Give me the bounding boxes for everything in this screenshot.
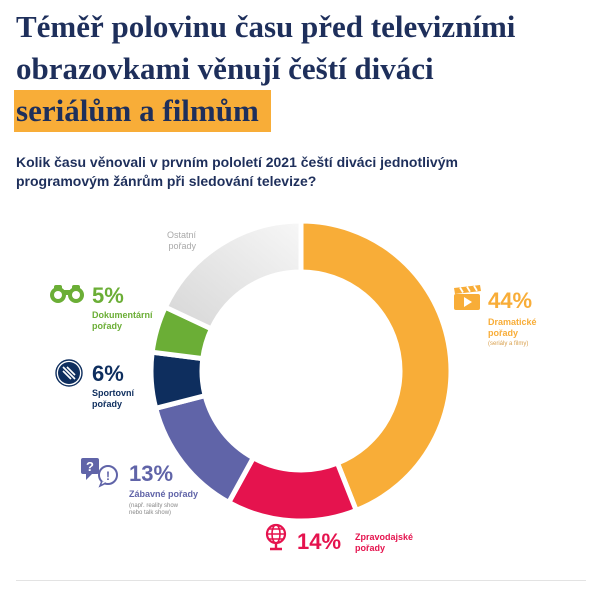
label-ent-note-2: nebo talk show) [129, 510, 172, 516]
label-news-pct: 14% [297, 529, 342, 554]
label-ent: 13% Zábavné pořady (např. reality show n… [129, 462, 198, 517]
bottom-divider [16, 580, 586, 581]
label-ent-name-1: Zábavné pořady [129, 489, 199, 499]
label-news-name: Zpravodajské pořady [355, 532, 413, 554]
label-other: Ostatní pořady [162, 230, 196, 252]
label-other-name-2: pořady [168, 241, 196, 251]
donut-slice-sport [148, 349, 209, 412]
svg-text:!: ! [106, 469, 110, 483]
title-line-2: obrazovkami věnují čeští diváci [16, 51, 434, 86]
label-drama-pct: 44% [488, 288, 533, 313]
label-doc-name-2: pořady [92, 321, 123, 331]
label-sport-pct: 6% [92, 361, 124, 386]
clapperboard-icon [454, 285, 481, 310]
chart-question: Kolik času věnovali v prvním pololetí 20… [16, 154, 458, 189]
ball-icon [55, 359, 83, 387]
label-drama-name-1: Dramatické [488, 317, 537, 327]
label-news: 14% [297, 530, 341, 554]
label-doc-name-1: Dokumentární [92, 310, 153, 320]
label-drama-name-2: pořady [488, 328, 519, 338]
title-highlight: seriálům a filmům [14, 90, 271, 132]
globe-icon [265, 523, 287, 551]
binoculars-icon [50, 285, 84, 303]
svg-text:?: ? [86, 459, 94, 474]
label-doc: 5% Dokumentární pořady [92, 284, 153, 332]
question-bubble-icon: ? ! [81, 458, 118, 488]
title-line-1: Téměř polovinu času před televizními [16, 9, 516, 44]
label-sport: 6% Sportovní pořady [92, 362, 134, 410]
label-ent-note-1: (např. reality show [129, 503, 179, 509]
label-other-name-1: Ostatní [166, 230, 196, 240]
donut-slice-drama [298, 218, 454, 514]
label-drama-note: (seriály a filmy) [488, 341, 529, 347]
donut-slice-other [161, 218, 304, 333]
label-news-name-2: pořady [355, 543, 386, 553]
label-doc-pct: 5% [92, 283, 124, 308]
label-news-name-1: Zpravodajské [355, 532, 414, 542]
label-ent-pct: 13% [129, 461, 174, 486]
label-sport-name-2: pořady [92, 399, 123, 409]
label-sport-name-1: Sportovní [92, 388, 134, 398]
page-title: Téměř polovinu času před televizními obr… [14, 6, 586, 132]
label-drama: 44% Dramatické pořady (seriály a filmy) [488, 289, 537, 348]
